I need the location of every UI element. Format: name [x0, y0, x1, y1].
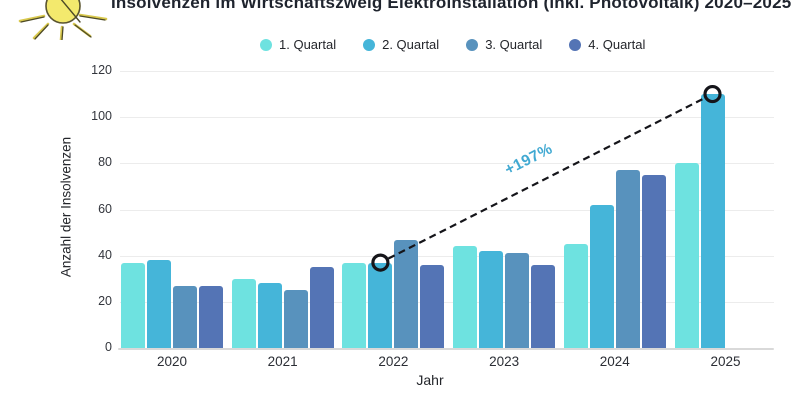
y-tick-40: 40 — [98, 247, 112, 262]
gridline-120 — [120, 71, 774, 72]
y-tick-60: 60 — [98, 201, 112, 216]
legend-swatch-icon — [260, 38, 272, 51]
bar-2023-3-quartal[interactable] — [505, 253, 530, 348]
sun-icon — [18, 0, 108, 40]
y-tick-0: 0 — [105, 340, 112, 354]
page-title: Insolvenzen im Wirtschaftszweig Elektroi… — [111, 0, 792, 12]
legend-swatch-icon — [363, 38, 376, 51]
bar-2021-2-quartal[interactable] — [257, 283, 282, 348]
bar-2024-4-quartal[interactable] — [641, 174, 666, 348]
x-tick-2025: 2025 — [710, 354, 741, 369]
legend-label: 2. Quartal — [382, 37, 440, 52]
bar-2023-2-quartal[interactable] — [479, 251, 504, 348]
y-tick-80: 80 — [98, 155, 112, 170]
legend-item-2-quartal[interactable]: 2. Quartal — [363, 37, 439, 52]
x-axis-line — [118, 348, 774, 350]
gridline-20 — [120, 301, 774, 303]
chart-legend: 1. Quartal 2. Quartal 3. Quartal 4. Quartal — [260, 37, 645, 52]
bar-2021-3-quartal[interactable] — [283, 290, 308, 348]
x-axis-title: Jahr — [416, 372, 444, 388]
bar-2023-4-quartal[interactable] — [531, 264, 556, 348]
bar-2020-1-quartal[interactable] — [121, 262, 145, 348]
x-tick-2020: 2020 — [156, 354, 188, 369]
bar-2022-3-quartal[interactable] — [394, 239, 419, 348]
x-tick-2021: 2021 — [267, 354, 298, 369]
bar-2020-2-quartal[interactable] — [147, 260, 171, 348]
bar-2025-1-quartal[interactable] — [674, 163, 699, 348]
x-tick-2023: 2023 — [489, 354, 520, 369]
y-tick-120: 120 — [91, 63, 112, 77]
bar-2024-2-quartal[interactable] — [589, 204, 614, 348]
legend-label: 3. Quartal — [485, 37, 543, 52]
legend-swatch-icon — [569, 38, 582, 51]
bar-2021-1-quartal[interactable] — [231, 278, 256, 348]
bar-2020-4-quartal[interactable] — [199, 285, 223, 348]
gridline-100 — [120, 117, 774, 119]
y-tick-20: 20 — [98, 293, 112, 308]
bar-2022-1-quartal[interactable] — [342, 262, 367, 348]
legend-swatch-icon — [466, 38, 479, 51]
legend-item-4-quartal[interactable]: 4. Quartal — [569, 37, 645, 52]
bar-2022-4-quartal[interactable] — [420, 264, 445, 348]
x-tick-2022: 2022 — [378, 354, 409, 369]
bar-2021-4-quartal[interactable] — [309, 267, 334, 348]
annotation-percent: +197% — [502, 140, 556, 179]
x-tick-2024: 2024 — [599, 354, 630, 369]
y-tick-100: 100 — [91, 109, 112, 124]
legend-label: 1. Quartal — [279, 37, 337, 52]
bar-2024-1-quartal[interactable] — [563, 244, 588, 348]
bar-2023-1-quartal[interactable] — [453, 246, 478, 348]
bar-2025-2-quartal[interactable] — [700, 94, 725, 348]
bar-2022-2-quartal[interactable] — [368, 262, 393, 348]
bar-2020-3-quartal[interactable] — [173, 285, 197, 348]
legend-label: 4. Quartal — [588, 37, 646, 52]
bar-2024-3-quartal[interactable] — [615, 170, 640, 348]
legend-item-3-quartal[interactable]: 3. Quartal — [466, 37, 542, 52]
legend-item-1-quartal[interactable]: 1. Quartal — [260, 37, 336, 52]
